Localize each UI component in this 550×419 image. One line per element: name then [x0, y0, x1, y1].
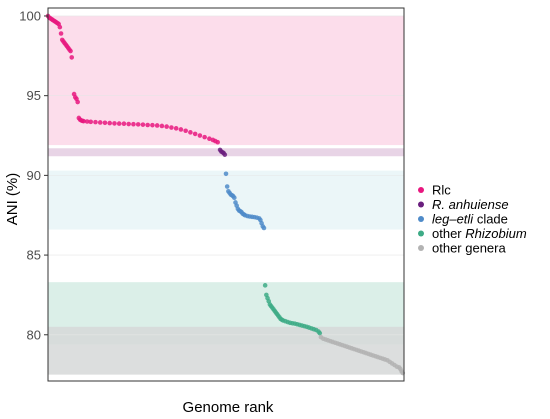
band-rlc: [48, 15, 404, 146]
point-other-rhizobium: [317, 330, 323, 336]
point-leg-etli-clade: [224, 184, 230, 189]
point-rlc: [164, 124, 169, 129]
legend-label-leg-etli-clade: leg–etli clade: [432, 212, 508, 227]
band-other-genera: [48, 326, 404, 375]
point-rlc: [88, 119, 94, 125]
point-rlc: [215, 139, 220, 145]
point-rlc: [145, 122, 150, 128]
point-rlc: [116, 121, 122, 126]
point-other-rhizobium: [262, 283, 268, 288]
legend-label-other-rhizobium: other Rhizobium: [432, 226, 527, 241]
point-leg-etli-clade: [223, 171, 229, 177]
point-leg-etli-clade: [261, 225, 267, 231]
y-axis-title: ANI (%): [4, 173, 21, 226]
band-leg-etli-clade: [48, 170, 404, 230]
point-rlc: [150, 122, 155, 128]
point-rlc: [107, 120, 113, 126]
point-rlc: [197, 133, 203, 138]
legend-key-r-anhuiense: [418, 201, 424, 208]
legend-key-rlc: [418, 187, 424, 193]
tick-label-80: 80: [27, 327, 41, 342]
point-rlc: [131, 121, 136, 127]
point-rlc: [57, 24, 63, 30]
tick-label-100: 100: [19, 8, 41, 23]
legend-key-leg-etli-clade: [418, 216, 424, 222]
point-leg-etli-clade: [232, 195, 237, 200]
legend-key-other-genera: [418, 245, 424, 251]
point-rlc: [173, 126, 179, 131]
legend-label-rlc: Rlc: [432, 183, 451, 198]
point-rlc: [188, 130, 193, 135]
point-rlc: [169, 125, 174, 130]
data-points: [45, 13, 406, 376]
point-rlc: [207, 136, 212, 142]
point-rlc: [112, 121, 117, 126]
point-rlc: [68, 48, 73, 54]
point-rlc: [121, 121, 127, 127]
point-rlc: [178, 127, 184, 132]
point-rlc: [159, 123, 165, 129]
point-rlc: [154, 123, 160, 128]
point-rlc: [69, 55, 75, 60]
tick-label-85: 85: [27, 248, 41, 263]
point-rlc: [81, 118, 86, 124]
point-rlc: [75, 99, 80, 105]
point-r-anhuiense: [222, 152, 228, 157]
point-rlc: [183, 128, 188, 134]
legend-key-other-rhizobium: [418, 230, 424, 237]
point-rlc: [84, 119, 90, 124]
point-rlc: [93, 119, 98, 125]
band-r-anhuiense: [48, 148, 404, 157]
point-rlc: [102, 120, 108, 126]
ani-bands: [48, 15, 404, 375]
legend-label-r-anhuiense: R. anhuiense: [432, 197, 509, 212]
point-rlc: [97, 120, 103, 125]
point-rlc: [202, 134, 207, 140]
tick-label-95: 95: [27, 88, 41, 103]
tick-label-90: 90: [27, 168, 41, 183]
point-rlc: [58, 31, 64, 36]
point-rlc: [192, 131, 198, 137]
point-rlc: [135, 122, 141, 127]
point-rlc: [140, 122, 146, 127]
y-axis-ticks: 80 85 90 95 100: [19, 8, 48, 342]
x-axis-title: Genome rank: [183, 399, 274, 416]
plot-panel-border: [47, 7, 405, 382]
legend-label-other-genera: other genera: [432, 241, 506, 256]
point-rlc: [126, 121, 131, 127]
